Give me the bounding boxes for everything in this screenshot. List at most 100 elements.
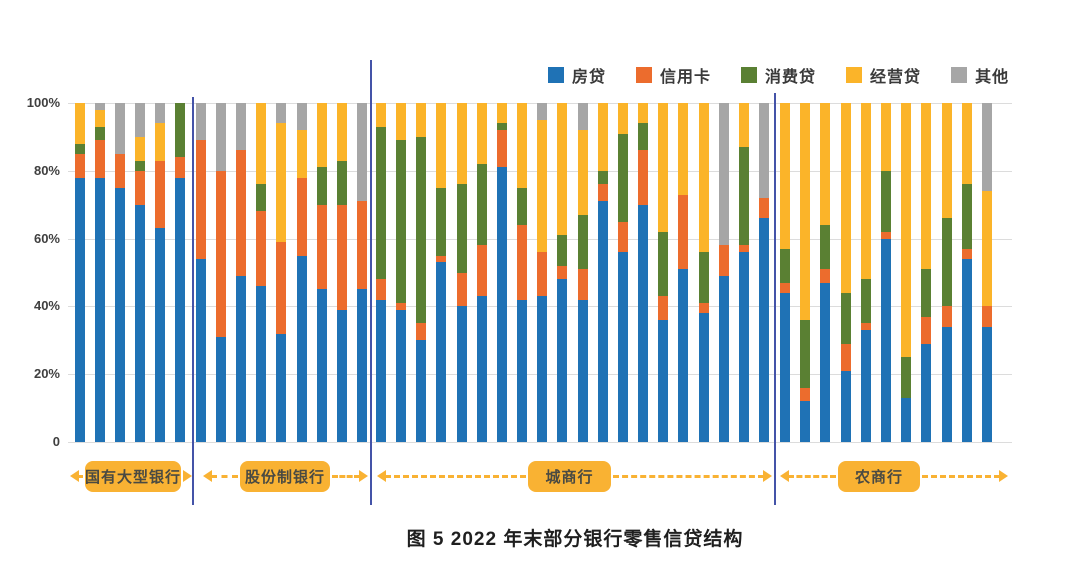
bar-segment-other — [537, 103, 548, 120]
group-arrow-line — [385, 475, 526, 478]
bar-segment-mortgage — [436, 262, 447, 442]
stacked-bar-city-commercial-banks-12 — [597, 103, 608, 442]
legend-swatch-consumer-loan — [741, 67, 758, 83]
y-axis-tick-100: 100% — [26, 95, 60, 110]
group-arrow-line — [78, 475, 83, 478]
stacked-bar-state-owned-banks-5 — [155, 103, 165, 442]
bar-segment-consumer-loan — [416, 136, 427, 324]
stacked-bar-city-commercial-banks-19 — [738, 103, 749, 442]
bar-segment-credit-card — [356, 201, 367, 290]
bar-segment-credit-card — [638, 150, 649, 205]
legend-item-other: 其他 — [951, 63, 1009, 87]
bar-segment-consumer-loan — [738, 147, 749, 246]
bar-segment-mortgage — [881, 238, 891, 442]
bar-segment-business-loan — [436, 103, 447, 188]
bar-segment-business-loan — [961, 103, 972, 185]
bar-segment-credit-card — [617, 221, 628, 253]
bar-segment-credit-card — [416, 323, 427, 341]
group-label-state-owned-banks: 国有大型银行 — [85, 461, 181, 492]
stacked-bar-joint-stock-banks-7 — [316, 103, 327, 442]
bar-segment-business-loan — [638, 103, 649, 124]
bar-segment-consumer-loan — [961, 184, 972, 249]
bar-segment-mortgage — [175, 177, 185, 442]
bar-segment-mortgage — [820, 282, 831, 442]
bar-segment-credit-card — [860, 323, 871, 331]
stacked-bar-rural-commercial-banks-1 — [780, 103, 790, 442]
bar-segment-business-loan — [256, 103, 267, 185]
bar-segment-credit-card — [316, 204, 327, 290]
legend-label-business-loan: 经营贷 — [870, 69, 922, 86]
bar-segment-mortgage — [396, 309, 407, 442]
bar-segment-credit-card — [800, 387, 811, 402]
bar-segment-mortgage — [256, 286, 267, 442]
bar-segment-consumer-loan — [881, 170, 891, 232]
bar-segment-mortgage — [759, 218, 770, 442]
bar-segment-credit-card — [517, 225, 528, 300]
chart-legend: 房贷 信用卡 消费贷 经营贷 其他 — [548, 63, 1009, 87]
stacked-bar-city-commercial-banks-3 — [416, 103, 427, 442]
stacked-bar-city-commercial-banks-11 — [577, 103, 588, 442]
bar-segment-consumer-loan — [456, 184, 467, 273]
bar-segment-mortgage — [476, 296, 487, 442]
bar-segment-consumer-loan — [316, 167, 327, 205]
bar-segment-consumer-loan — [557, 235, 568, 266]
y-axis-tick-80: 80% — [33, 162, 60, 178]
stacked-bar-rural-commercial-banks-10 — [961, 103, 972, 442]
legend-swatch-other — [951, 67, 968, 83]
stacked-bar-city-commercial-banks-15 — [658, 103, 669, 442]
bar-segment-consumer-loan — [800, 319, 811, 388]
bar-segment-credit-card — [921, 316, 932, 344]
bar-segment-credit-card — [276, 242, 287, 334]
bar-segment-mortgage — [577, 299, 588, 442]
bar-segment-credit-card — [961, 248, 972, 259]
bar-segment-credit-card — [557, 265, 568, 280]
legend-label-consumer-loan: 消费贷 — [765, 69, 817, 86]
bar-segment-business-loan — [276, 123, 287, 242]
stacked-bar-joint-stock-banks-9 — [356, 103, 367, 442]
legend-swatch-mortgage — [548, 67, 564, 83]
bar-segment-mortgage — [557, 279, 568, 442]
bar-segment-credit-card — [780, 282, 790, 293]
legend-item-business-loan: 经营贷 — [846, 63, 921, 87]
group-divider-1 — [192, 97, 194, 505]
stacked-bar-rural-commercial-banks-2 — [800, 103, 811, 442]
stacked-bar-joint-stock-banks-4 — [256, 103, 267, 442]
legend-label-other: 其他 — [975, 69, 1010, 86]
bar-segment-credit-card — [115, 153, 125, 188]
bar-segment-mortgage — [236, 275, 247, 442]
group-label-joint-stock-banks: 股份制银行 — [240, 461, 330, 492]
bar-segment-other — [356, 103, 367, 202]
bar-segment-consumer-loan — [840, 292, 851, 344]
bar-segment-other — [115, 103, 125, 154]
bar-segment-credit-card — [537, 252, 548, 297]
bar-segment-mortgage — [718, 275, 729, 442]
stacked-bar-joint-stock-banks-8 — [336, 103, 347, 442]
bar-segment-consumer-loan — [921, 269, 932, 317]
bar-segment-mortgage — [597, 201, 608, 442]
stacked-bar-rural-commercial-banks-7 — [901, 103, 912, 442]
bar-segment-mortgage — [336, 309, 347, 442]
bar-segment-consumer-loan — [941, 218, 952, 307]
bar-segment-credit-card — [476, 245, 487, 297]
bar-segment-mortgage — [800, 401, 811, 442]
bar-segment-business-loan — [678, 103, 689, 195]
bar-segment-business-loan — [658, 103, 669, 232]
group-label-rural-commercial-banks: 农商行 — [838, 461, 920, 492]
bar-segment-credit-card — [678, 194, 689, 270]
stacked-bar-rural-commercial-banks-8 — [921, 103, 932, 442]
bar-segment-mortgage — [496, 167, 507, 442]
bar-segment-mortgage — [196, 258, 206, 442]
bar-segment-consumer-loan — [75, 143, 85, 154]
arrow-head-right-icon — [763, 470, 772, 482]
bar-segment-mortgage — [75, 177, 85, 442]
bar-segment-business-loan — [376, 103, 386, 127]
legend-swatch-business-loan — [846, 67, 863, 83]
bar-segment-credit-card — [296, 177, 307, 256]
y-axis-tick-40: 40% — [33, 298, 60, 314]
bar-segment-mortgage — [901, 397, 912, 442]
bar-segment-mortgage — [416, 340, 427, 442]
stacked-bar-rural-commercial-banks-11 — [982, 103, 992, 442]
group-label-city-commercial-banks: 城商行 — [528, 461, 611, 492]
bar-segment-consumer-loan — [476, 164, 487, 246]
